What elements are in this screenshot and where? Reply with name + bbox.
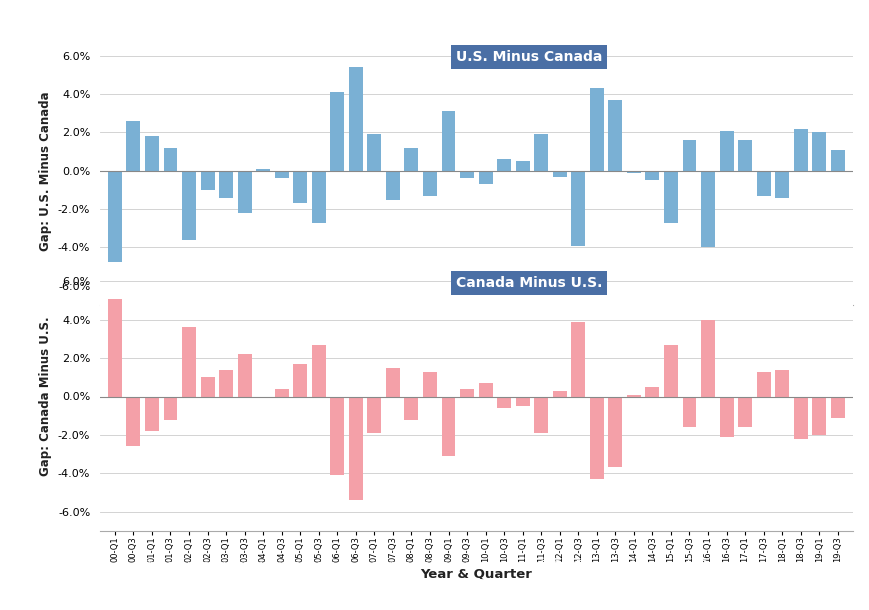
Bar	[330, 92, 344, 171]
Bar	[515, 396, 529, 406]
Bar	[237, 354, 251, 396]
Bar	[386, 171, 400, 199]
Bar	[182, 171, 196, 240]
Bar	[719, 131, 733, 171]
Bar	[793, 396, 806, 439]
Bar	[145, 396, 159, 431]
Bar	[460, 171, 474, 179]
Bar	[126, 396, 140, 447]
Bar	[571, 171, 585, 246]
Bar	[441, 396, 455, 456]
Bar	[404, 396, 418, 420]
Bar	[422, 371, 436, 397]
Bar	[404, 148, 418, 171]
Text: Canada Minus U.S.: Canada Minus U.S.	[455, 276, 601, 290]
Bar	[386, 368, 400, 396]
Bar	[182, 328, 196, 396]
Bar	[830, 149, 844, 171]
Bar	[145, 136, 159, 171]
Bar	[700, 171, 714, 248]
Bar	[589, 396, 603, 479]
Bar	[460, 389, 474, 396]
Bar	[311, 345, 325, 396]
Bar	[534, 134, 547, 171]
Bar	[607, 396, 621, 467]
Bar	[515, 161, 529, 171]
Bar	[496, 396, 510, 408]
Bar	[774, 171, 788, 198]
Bar	[737, 140, 751, 171]
Y-axis label: Gap: U.S. Minus Canada: Gap: U.S. Minus Canada	[39, 91, 52, 251]
Bar	[627, 395, 640, 396]
Bar	[496, 159, 510, 171]
Bar	[663, 345, 677, 396]
Bar	[237, 171, 251, 213]
Bar	[534, 396, 547, 433]
Bar	[348, 67, 362, 171]
Bar	[589, 88, 603, 171]
Bar	[255, 169, 269, 171]
Bar	[682, 140, 696, 171]
Bar	[367, 396, 381, 433]
Bar	[422, 171, 436, 196]
Bar	[719, 396, 733, 437]
Bar	[219, 171, 233, 198]
Bar	[812, 396, 826, 435]
Bar	[478, 383, 492, 396]
Bar	[812, 132, 826, 171]
Bar	[774, 370, 788, 396]
Bar	[682, 396, 696, 427]
Bar	[756, 171, 770, 196]
Bar	[552, 391, 566, 396]
Bar	[645, 387, 659, 396]
Bar	[255, 396, 269, 398]
Bar	[367, 134, 381, 171]
X-axis label: Year & Quarter: Year & Quarter	[420, 568, 532, 581]
Bar	[293, 171, 307, 203]
Bar	[737, 396, 751, 427]
Bar	[627, 171, 640, 173]
Bar	[201, 171, 215, 190]
Bar	[163, 148, 177, 171]
Bar	[126, 121, 140, 171]
Bar	[311, 171, 325, 223]
Bar	[348, 396, 362, 500]
Text: U.S. Minus Canada: U.S. Minus Canada	[455, 50, 601, 64]
Bar	[478, 171, 492, 184]
Bar	[645, 171, 659, 181]
Bar	[275, 171, 289, 179]
Bar	[552, 171, 566, 176]
Bar	[756, 371, 770, 397]
Bar	[607, 100, 621, 171]
Bar	[108, 171, 122, 268]
Bar	[108, 299, 122, 396]
Bar	[163, 396, 177, 420]
Y-axis label: Gap: Canada Minus U.S.: Gap: Canada Minus U.S.	[39, 317, 52, 476]
Bar	[330, 396, 344, 475]
Bar	[663, 171, 677, 223]
Bar	[293, 364, 307, 396]
Bar	[830, 396, 844, 418]
Bar	[201, 378, 215, 396]
Bar	[219, 370, 233, 396]
Bar	[700, 320, 714, 396]
Text: The graphs are mirror images (i.e., the 'inverse') of one another. Q/Q GDP growt: The graphs are mirror images (i.e., the …	[140, 559, 742, 591]
Bar	[441, 112, 455, 171]
Bar	[275, 389, 289, 396]
Bar	[793, 129, 806, 171]
Bar	[571, 321, 585, 396]
